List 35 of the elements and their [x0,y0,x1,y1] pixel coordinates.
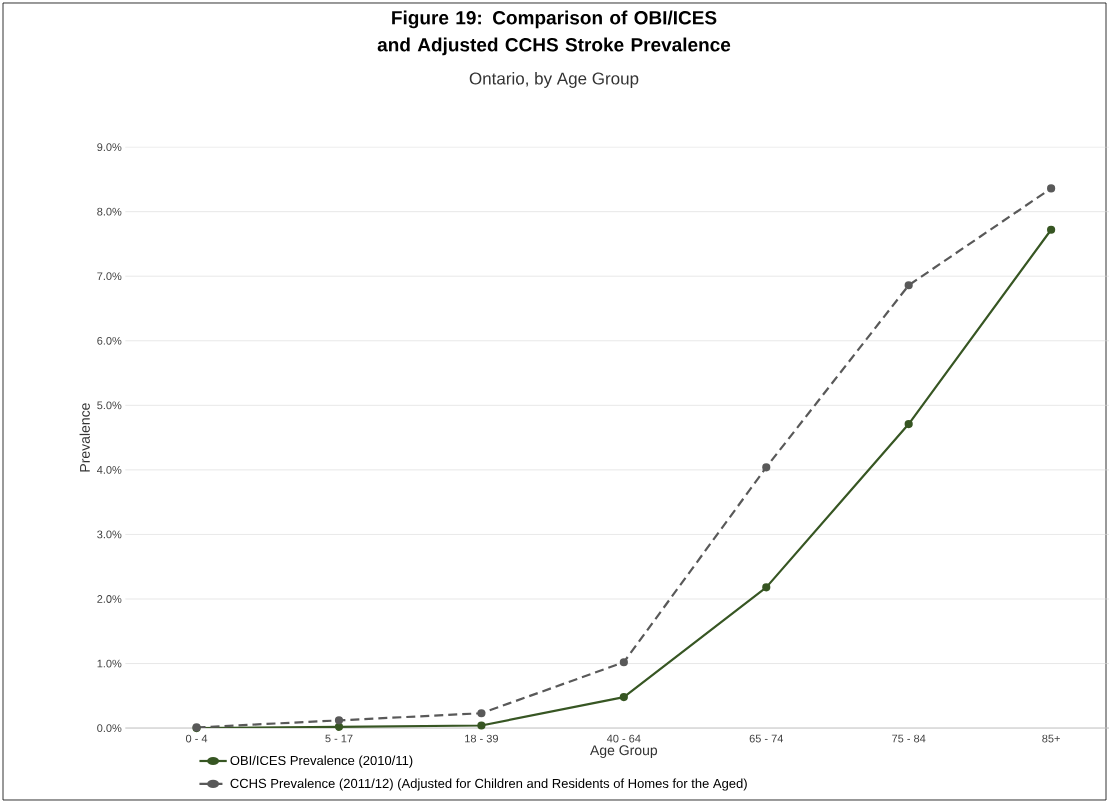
point [619,658,628,667]
x-tick-label: 18 - 39 [465,734,498,743]
x-axis-title: Age Group [590,745,658,758]
point [904,419,913,429]
y-axis-title: Prevalence [79,403,90,472]
point [762,583,771,592]
y-tick-label: 8.0% [97,207,122,216]
y-tick-label: 3.0% [97,530,122,539]
y-tick-label: 2.0% [97,595,122,603]
point [904,281,913,290]
y-tick-label: 5.0% [97,401,122,410]
point [477,709,486,718]
point [334,716,344,725]
y-tick-label: 1.0% [97,659,122,668]
point [1047,225,1056,234]
x-tick-label: 75 - 84 [892,734,926,743]
point [334,722,344,731]
chart-subtitle: Ontario, by Age Group [469,72,639,88]
y-tick-label: 4.0% [96,466,122,474]
legend-label: OBI/ICES Prevalence (2010/11) [230,755,413,768]
chart-title: Figure 19: Comparison of OBI/ICES and Adjusted CCHS Stroke Prevalence [377,10,731,56]
x-tick-label: 0 - 4 [185,734,208,743]
x-tick-label: 40 - 64 [606,734,641,743]
y-tick-label: 0.0% [97,724,122,732]
x-tick-label: 5 - 17 [325,734,353,743]
point [619,693,628,702]
y-tick-label: 9.0% [97,143,122,151]
point [477,721,486,730]
legend-label: CCHS Prevalence (2011/12) (Adjusted for Children and Residents of Homes for the Aged) [230,778,747,791]
point [762,463,771,472]
x-tick-label: 65 - 74 [749,734,784,743]
y-tick-label: 6.0% [97,336,122,345]
point [1047,184,1056,193]
y-tick-label: 7.0% [97,272,122,281]
x-tick-label: 85+ [1042,734,1060,743]
